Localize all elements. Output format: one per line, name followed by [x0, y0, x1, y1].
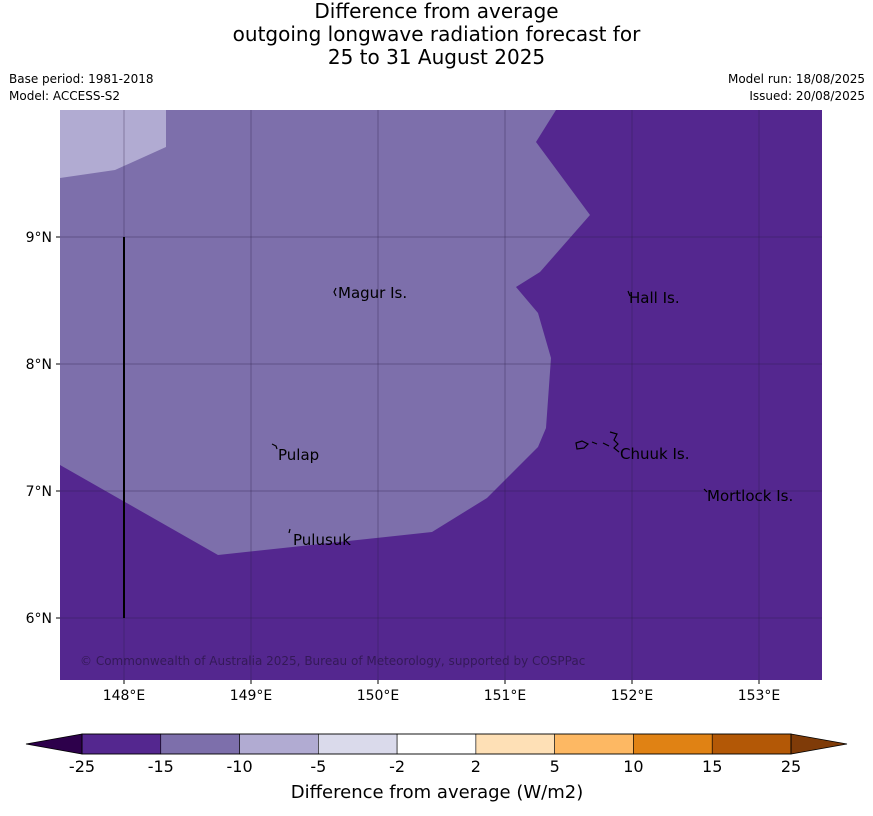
model-name: Model: ACCESS-S2: [9, 89, 121, 103]
chart-title: Difference from average outgoing longwav…: [0, 0, 873, 69]
island-outlines: [271, 287, 708, 534]
colorbar-bin: [160, 733, 240, 755]
copyright-note: © Commonwealth of Australia 2025, Bureau…: [80, 654, 585, 668]
issued-date: Issued: 20/08/2025: [749, 89, 865, 103]
colorbar-bin: [81, 733, 162, 755]
colorbar-bin: [554, 733, 634, 755]
colorbar-bin: [396, 733, 477, 755]
lat-tick-label: 8°N: [26, 357, 52, 373]
title-line-2: outgoing longwave radiation forecast for: [232, 22, 641, 46]
lat-tick-label: 7°N: [26, 484, 52, 500]
chuuk-lagoon-shape: [575, 431, 620, 453]
colorbar-ticks: -25 -15 -10 -5 -2 2 5 10 15 25: [69, 757, 801, 776]
colorbar-tick-label: 2: [471, 757, 481, 776]
colorbar-tick-label: -2: [389, 757, 405, 776]
colorbar-under-arrow: [25, 733, 83, 755]
title-line-1: Difference from average: [314, 0, 559, 23]
mortlock-island-shape: [703, 488, 708, 493]
place-label-hall: Hall Is.: [629, 289, 680, 307]
lon-tick-label: 150°E: [357, 688, 400, 704]
colorbar-bin: [239, 733, 319, 755]
colorbar-tick-label: -5: [310, 757, 326, 776]
lat-tick-label: 9°N: [26, 230, 52, 246]
lon-tick-labels: 148°E 149°E 150°E 151°E 152°E 153°E: [103, 688, 781, 704]
meta-right: Model run: 18/08/2025 Issued: 20/08/2025: [728, 71, 865, 105]
colorbar-tick-label: 25: [781, 757, 801, 776]
colorbar-bin: [318, 733, 398, 755]
colorbar-bin: [475, 733, 555, 755]
colorbar-tick-label: 15: [702, 757, 722, 776]
lat-tick-labels: 9°N 8°N 7°N 6°N: [26, 230, 52, 627]
colorbar-bins: [81, 733, 792, 755]
colorbar-over-arrow: [790, 733, 848, 755]
colorbar-frame: [81, 733, 792, 755]
map-fill: [60, 110, 822, 680]
model-run: Model run: 18/08/2025: [727, 72, 865, 86]
colorbar-tick-label: 5: [550, 757, 560, 776]
colorbar-tick-label: -25: [69, 757, 95, 776]
pulusuk-island-shape: [288, 528, 291, 534]
title-line-3: 25 to 31 August 2025: [327, 45, 546, 69]
lon-tick-label: 151°E: [484, 688, 527, 704]
place-labels: Magur Is. Hall Is. Pulap Chuuk Is. Mortl…: [278, 284, 793, 549]
magur-island-shape: [333, 287, 337, 297]
pulap-island-shape: [271, 443, 278, 450]
hall-island-shape: [627, 290, 631, 297]
band-15-10: [60, 110, 590, 555]
meta-left: Base period: 1981-2018 Model: ACCESS-S2: [9, 71, 154, 105]
lon-tick-label: 148°E: [103, 688, 146, 704]
colorbar-tick-label: -15: [148, 757, 174, 776]
place-label-mortlock: Mortlock Is.: [707, 487, 793, 505]
colorbar-bin: [711, 733, 792, 755]
lat-tick-label: 6°N: [26, 611, 52, 627]
base-period: Base period: 1981-2018: [9, 72, 154, 86]
lon-tick-marks: [123, 680, 760, 684]
place-label-magur: Magur Is.: [338, 284, 407, 302]
lon-tick-label: 152°E: [611, 688, 654, 704]
place-label-pulusuk: Pulusuk: [293, 531, 351, 549]
colorbar-tick-label: 10: [623, 757, 643, 776]
lon-tick-label: 149°E: [230, 688, 273, 704]
place-label-pulap: Pulap: [278, 446, 319, 464]
colorbar-label: Difference from average (W/m2): [291, 782, 583, 803]
lon-tick-label: 153°E: [738, 688, 781, 704]
colorbar-bin: [633, 733, 713, 755]
place-label-chuuk: Chuuk Is.: [620, 445, 689, 463]
colorbar-tick-label: -10: [226, 757, 252, 776]
lat-tick-marks: [56, 236, 60, 619]
band-10-5: [60, 110, 166, 178]
